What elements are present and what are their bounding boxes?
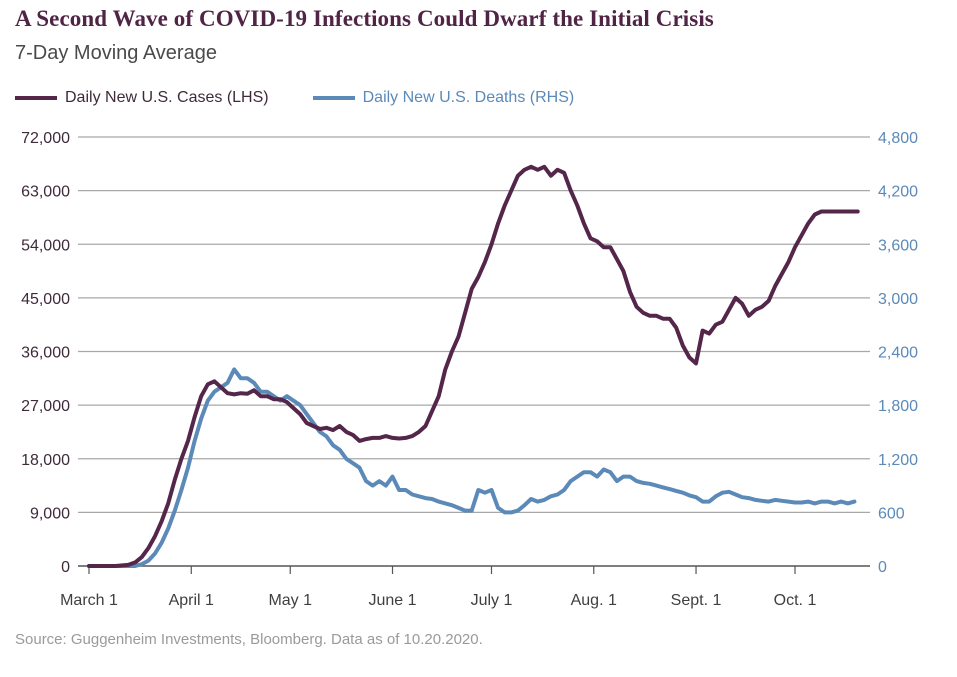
- y-tick-label-right: 4,200: [878, 184, 918, 201]
- y-tick-label-right: 3,000: [878, 291, 918, 308]
- legend-label-cases: Daily New U.S. Cases (LHS): [65, 89, 269, 106]
- y-tick-label-left: 54,000: [21, 237, 70, 254]
- source-note: Source: Guggenheim Investments, Bloomber…: [15, 631, 483, 648]
- y-tick-label-left: 63,000: [21, 184, 70, 201]
- y-tick-label-left: 45,000: [21, 291, 70, 308]
- y-tick-label-left: 72,000: [21, 130, 70, 147]
- y-tick-label-right: 4,800: [878, 130, 918, 147]
- x-tick-label: June 1: [368, 592, 416, 609]
- y-tick-label-right: 2,400: [878, 345, 918, 362]
- y-tick-label-right: 1,800: [878, 398, 918, 415]
- y-tick-label-left: 9,000: [30, 505, 70, 522]
- y-tick-label-right: 1,200: [878, 452, 918, 469]
- y-tick-label-left: 18,000: [21, 452, 70, 469]
- y-tick-label-right: 600: [878, 505, 905, 522]
- y-tick-label-right: 0: [878, 559, 887, 576]
- legend-item-cases: Daily New U.S. Cases (LHS): [15, 89, 269, 107]
- x-tick-label: April 1: [169, 592, 214, 609]
- y-tick-label-left: 27,000: [21, 398, 70, 415]
- legend-swatch-deaths: [312, 96, 355, 100]
- legend: Daily New U.S. Cases (LHS) Daily New U.S…: [15, 89, 618, 107]
- chart-title: A Second Wave of COVID-19 Infections Cou…: [15, 6, 714, 31]
- series-line-deaths: [87, 367, 857, 568]
- chart-subtitle: 7-Day Moving Average: [15, 42, 217, 64]
- x-tick-label: Aug. 1: [571, 592, 617, 609]
- legend-item-deaths: Daily New U.S. Deaths (RHS): [312, 89, 575, 107]
- x-tick-label: Oct. 1: [774, 592, 817, 609]
- x-tick-label: July 1: [471, 592, 513, 609]
- x-tick-label: May 1: [268, 592, 312, 609]
- x-tick-label: Sept. 1: [671, 592, 722, 609]
- y-tick-label-left: 36,000: [21, 345, 70, 362]
- series-line-cases: [87, 164, 860, 568]
- legend-label-deaths: Daily New U.S. Deaths (RHS): [362, 89, 575, 106]
- y-tick-label-right: 3,600: [878, 237, 918, 254]
- legend-swatch-cases: [15, 96, 57, 100]
- x-tick-label: March 1: [60, 592, 118, 609]
- y-tick-label-left: 0: [61, 559, 70, 576]
